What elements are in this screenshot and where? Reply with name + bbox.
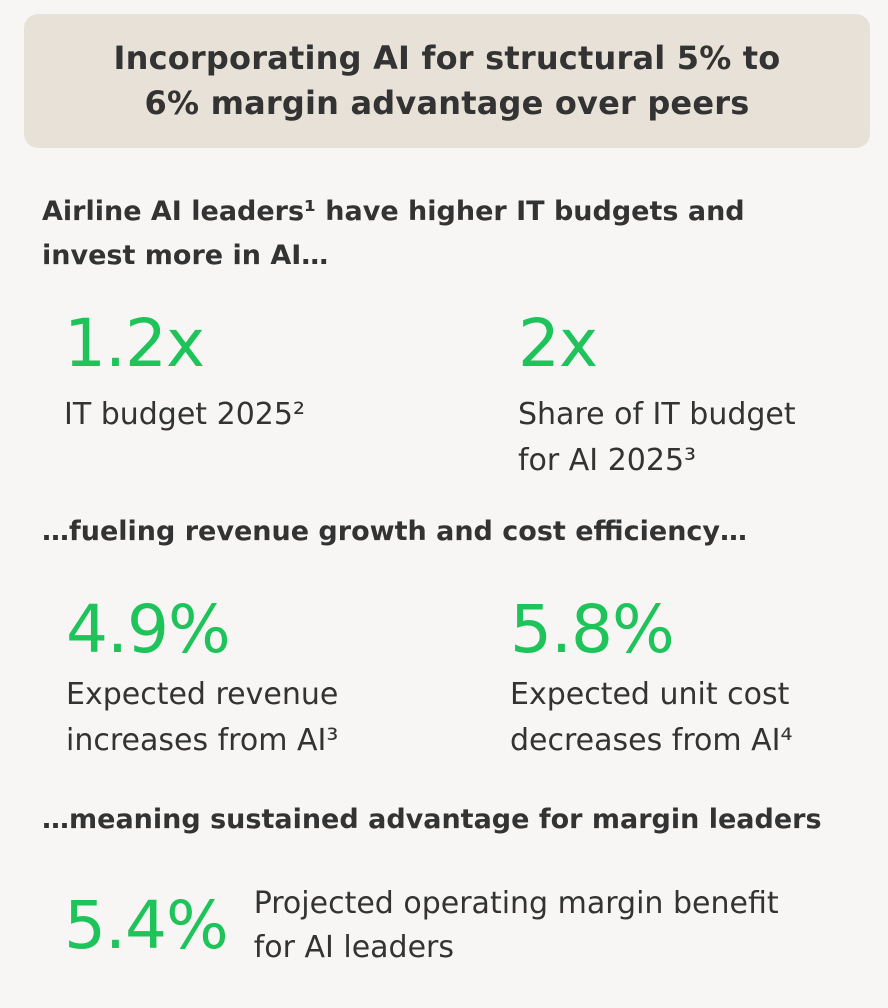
header-banner: Incorporating AI for structural 5% to 6%… (24, 14, 870, 148)
section-heading-it-budgets-line2: invest more in AI… (42, 240, 329, 271)
stat-it-budget: 1.2x IT budget 2025² (64, 306, 305, 438)
stat-revenue-increase: 4.9% Expected revenue increases from AI³ (66, 592, 338, 764)
section-heading-it-budgets: Airline AI leaders¹ have higher IT budge… (42, 190, 822, 278)
stat-value: 5.8% (510, 591, 675, 668)
stat-label: Expected unit cost decreases from AI⁴ (510, 672, 793, 764)
stat-label-line2: decreases from AI⁴ (510, 723, 793, 758)
stat-label-line1: IT budget 2025² (64, 397, 305, 432)
stat-value: 4.9% (66, 591, 231, 668)
section-heading-margin-leaders: …meaning sustained advantage for margin … (42, 804, 822, 835)
stat-label-line1: Projected operating margin benefit (253, 886, 779, 921)
stat-label-line2: for AI 2025³ (518, 443, 697, 478)
stat-value: 1.2x (64, 305, 205, 382)
page-title-line2: 6% margin advantage over peers (144, 84, 750, 122)
stat-operating-margin: 5.4% Projected operating margin benefit … (64, 882, 779, 970)
stat-ai-share: 2x Share of IT budget for AI 2025³ (518, 306, 796, 484)
stat-label: Share of IT budget for AI 2025³ (518, 392, 796, 484)
stat-value: 2x (518, 305, 598, 382)
page-title-line1: Incorporating AI for structural 5% to (113, 39, 781, 77)
page-title: Incorporating AI for structural 5% to 6%… (113, 36, 780, 126)
stat-value: 5.4% (64, 887, 229, 964)
stat-label: Expected revenue increases from AI³ (66, 672, 338, 764)
stat-label-line2: increases from AI³ (66, 723, 339, 758)
stat-label-line1: Expected unit cost (510, 677, 790, 712)
section-heading-revenue-cost: …fueling revenue growth and cost efficie… (42, 516, 748, 547)
section-heading-it-budgets-line1: Airline AI leaders¹ have higher IT budge… (42, 196, 745, 227)
stat-label: Projected operating margin benefit for A… (254, 882, 779, 970)
stat-label-line1: Share of IT budget (518, 397, 796, 432)
stat-unit-cost-decrease: 5.8% Expected unit cost decreases from A… (510, 592, 793, 764)
stat-label-line1: Expected revenue (66, 677, 339, 712)
stat-label-line2: for AI leaders (253, 930, 455, 965)
stat-label: IT budget 2025² (64, 392, 305, 438)
